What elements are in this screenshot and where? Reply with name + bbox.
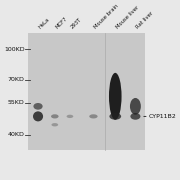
Text: HeLa: HeLa [38, 16, 51, 29]
Ellipse shape [33, 111, 43, 121]
Ellipse shape [51, 114, 59, 118]
Ellipse shape [51, 123, 58, 126]
Text: Mouse liver: Mouse liver [115, 4, 140, 29]
Text: 55KD: 55KD [8, 100, 25, 105]
Ellipse shape [33, 103, 43, 110]
Text: 40KD: 40KD [8, 132, 25, 137]
Bar [28, 33, 145, 150]
Text: Mouse brain: Mouse brain [93, 3, 120, 29]
Ellipse shape [109, 73, 122, 120]
Text: CYP11B2: CYP11B2 [144, 114, 177, 119]
Text: Rat liver: Rat liver [135, 10, 155, 29]
Ellipse shape [109, 113, 121, 120]
Ellipse shape [89, 114, 98, 118]
Text: 70KD: 70KD [8, 77, 25, 82]
Ellipse shape [67, 115, 73, 118]
Ellipse shape [130, 113, 140, 120]
Text: MCF7: MCF7 [55, 15, 69, 29]
Text: 293T: 293T [70, 16, 83, 29]
Ellipse shape [130, 98, 141, 115]
Text: 100KD: 100KD [4, 47, 25, 52]
